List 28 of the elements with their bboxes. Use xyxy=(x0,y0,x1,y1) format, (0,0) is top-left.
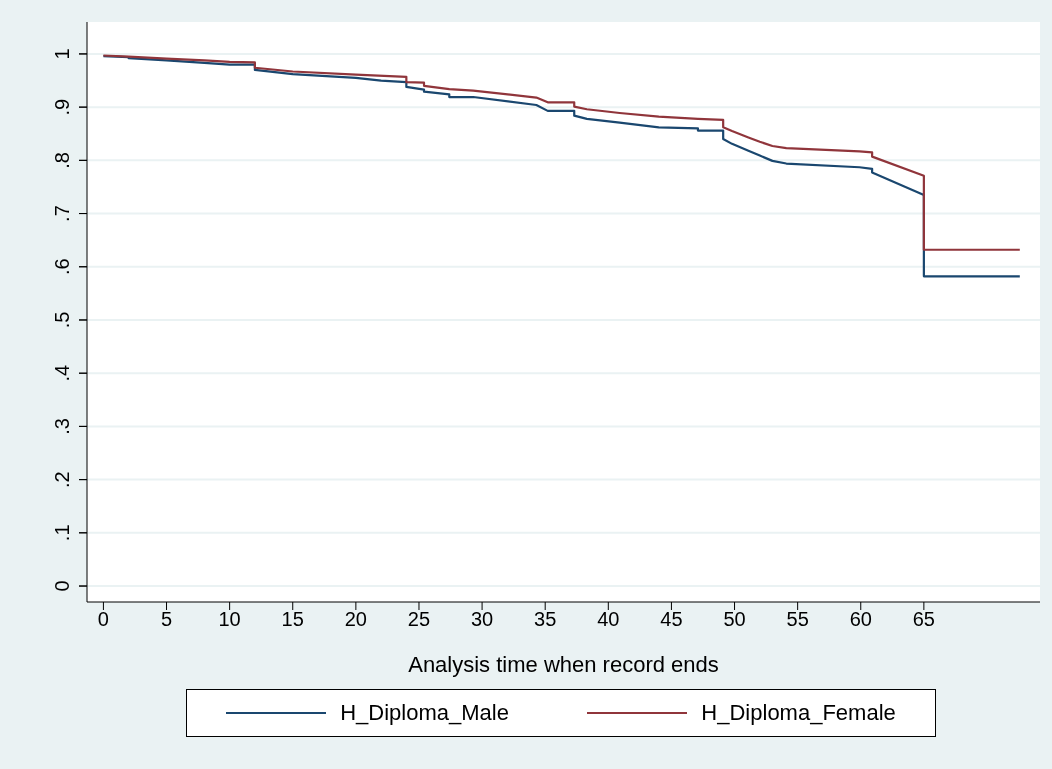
y-tick-label: .2 xyxy=(51,471,73,488)
x-tick-label: 25 xyxy=(407,608,431,631)
y-tick-label: .8 xyxy=(51,152,73,169)
x-tick-label: 30 xyxy=(470,608,494,631)
x-tick-label: 20 xyxy=(344,608,367,631)
x-tick-label: 10 xyxy=(218,608,241,631)
x-tick-label: 35 xyxy=(534,608,557,631)
x-tick-label: 40 xyxy=(597,608,620,631)
x-tick-label: 55 xyxy=(786,608,809,631)
y-tick-label: .3 xyxy=(51,418,73,435)
y-tick-label: .7 xyxy=(51,205,73,222)
x-tick-label: 15 xyxy=(281,608,304,631)
y-tick-label: .9 xyxy=(51,98,73,116)
y-tick-label: .1 xyxy=(51,524,73,542)
x-axis-title: Analysis time when record ends xyxy=(408,652,719,677)
x-tick-label: 60 xyxy=(849,608,872,631)
y-tick-label: .4 xyxy=(51,364,73,382)
x-tick-label: 65 xyxy=(912,608,935,631)
y-tick-label: 0 xyxy=(51,580,73,592)
y-tick-label: .5 xyxy=(51,311,73,329)
legend-label: H_Diploma_Female xyxy=(701,700,896,726)
x-tick-label: 5 xyxy=(160,608,173,631)
x-tick-label: 45 xyxy=(660,608,683,631)
y-tick-label: 1 xyxy=(51,48,73,60)
x-tick-label: 0 xyxy=(97,608,109,631)
legend-label: H_Diploma_Male xyxy=(340,700,509,726)
y-tick-label: .6 xyxy=(51,258,73,276)
x-tick-label: 50 xyxy=(723,608,746,631)
